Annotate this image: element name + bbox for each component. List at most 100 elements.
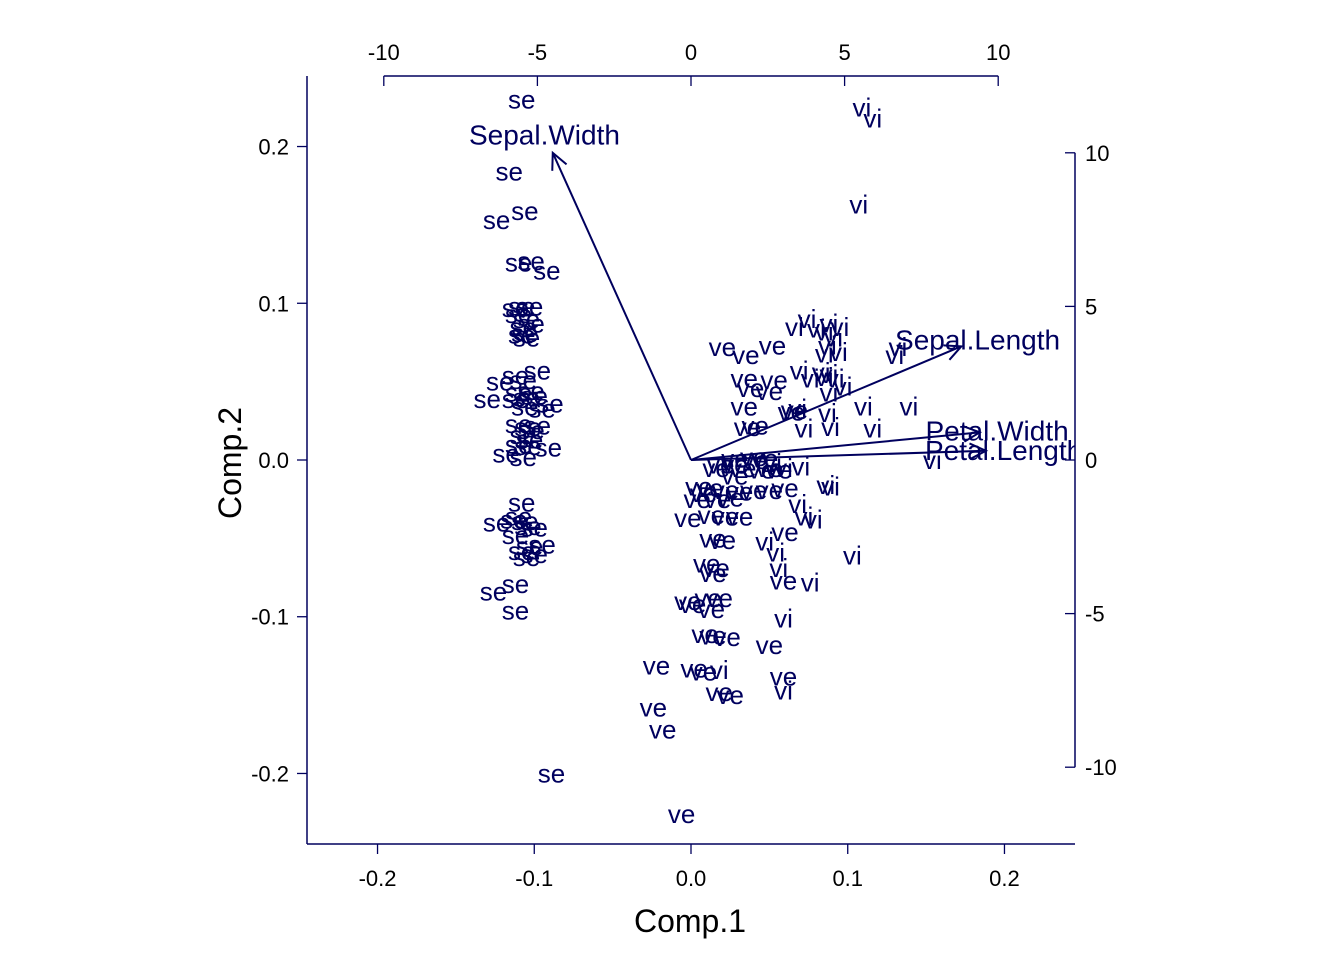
score-point-se: se bbox=[517, 309, 544, 339]
score-point-se: se bbox=[517, 246, 544, 276]
score-point-se: se bbox=[505, 409, 532, 439]
score-point-se: se bbox=[521, 539, 548, 569]
score-point-se: se bbox=[536, 389, 563, 419]
score-point-vi: vi bbox=[816, 470, 835, 500]
score-point-se: se bbox=[511, 392, 538, 422]
score-point-vi: vi bbox=[821, 412, 840, 442]
score-point-ve: ve bbox=[742, 411, 769, 441]
score-point-se: se bbox=[480, 577, 507, 607]
score-point-ve: ve bbox=[760, 365, 787, 395]
score-point-ve: ve bbox=[712, 475, 739, 505]
score-point-vi: vi bbox=[769, 553, 788, 583]
loading-label: Petal.Width bbox=[926, 416, 1069, 447]
score-point-se: se bbox=[508, 487, 535, 517]
x-tick-label: 0.1 bbox=[832, 866, 863, 891]
score-point-se: se bbox=[513, 542, 540, 572]
x-tick-label: 0.0 bbox=[676, 866, 707, 891]
score-point-vi: vi bbox=[774, 453, 793, 483]
score-point-se: se bbox=[492, 439, 519, 469]
score-point-ve: ve bbox=[668, 799, 695, 829]
right-tick-label: 0 bbox=[1085, 448, 1097, 473]
score-point-ve: ve bbox=[740, 475, 767, 505]
score-point-vi: vi bbox=[843, 541, 862, 571]
score-point-ve: ve bbox=[732, 340, 759, 370]
score-point-se: se bbox=[483, 205, 510, 235]
score-point-ve: ve bbox=[765, 454, 792, 484]
score-point-se: se bbox=[508, 85, 535, 115]
loading-arrowhead bbox=[969, 442, 989, 461]
score-point-ve: ve bbox=[770, 661, 797, 691]
score-point-vi: vi bbox=[820, 359, 839, 389]
top-tick-label: -10 bbox=[368, 40, 400, 65]
score-point-ve: ve bbox=[693, 548, 720, 578]
score-point-vi: vi bbox=[755, 527, 774, 557]
score-point-ve: ve bbox=[713, 622, 740, 652]
score-point-ve: ve bbox=[712, 501, 739, 531]
score-point-se: se bbox=[502, 520, 529, 550]
right-tick-label: 5 bbox=[1085, 294, 1097, 319]
score-point-se: se bbox=[516, 425, 543, 455]
loading-label: Sepal.Length bbox=[895, 325, 1060, 356]
loading-arrow-petal-width bbox=[690, 431, 980, 461]
score-point-se: se bbox=[516, 531, 543, 561]
score-point-ve: ve bbox=[709, 525, 736, 555]
score-point-ve: ve bbox=[731, 392, 758, 422]
loading-arrowhead bbox=[551, 150, 568, 171]
score-point-ve: ve bbox=[731, 363, 758, 393]
score-point-ve: ve bbox=[716, 483, 743, 513]
loading-arrowhead bbox=[943, 344, 964, 361]
score-point-vi: vi bbox=[815, 362, 834, 392]
score-point-ve: ve bbox=[685, 472, 712, 502]
right-tick-label: 10 bbox=[1085, 141, 1109, 166]
score-point-ve: ve bbox=[771, 517, 798, 547]
score-point-ve: ve bbox=[643, 650, 670, 680]
score-point-se: se bbox=[524, 356, 551, 386]
score-point-vi: vi bbox=[899, 392, 918, 422]
score-point-se: se bbox=[514, 412, 541, 442]
score-point-se: se bbox=[511, 506, 538, 536]
score-point-ve: ve bbox=[674, 586, 701, 616]
top-tick-label: 5 bbox=[838, 40, 850, 65]
score-point-ve: ve bbox=[691, 619, 718, 649]
score-point-se: se bbox=[508, 536, 535, 566]
score-point-se: se bbox=[510, 312, 537, 342]
y-tick-label: 0.2 bbox=[258, 135, 289, 160]
score-point-ve: ve bbox=[679, 589, 706, 619]
score-point-ve: ve bbox=[698, 594, 725, 624]
score-point-ve: ve bbox=[742, 445, 769, 475]
score-point-se: se bbox=[510, 365, 537, 395]
score-point-vi: vi bbox=[863, 414, 882, 444]
score-point-ve: ve bbox=[696, 473, 723, 503]
score-point-se: se bbox=[538, 758, 565, 788]
score-point-ve: ve bbox=[699, 558, 726, 588]
score-point-se: se bbox=[505, 501, 532, 531]
score-point-vi: vi bbox=[766, 537, 785, 567]
score-point-ve: ve bbox=[695, 583, 722, 613]
score-point-ve: ve bbox=[756, 376, 783, 406]
score-point-vi: vi bbox=[829, 337, 848, 367]
score-point-se: se bbox=[513, 382, 540, 412]
score-point-se: se bbox=[514, 511, 541, 541]
score-point-vi: vi bbox=[801, 363, 820, 393]
score-point-ve: ve bbox=[756, 475, 783, 505]
score-point-ve: ve bbox=[690, 478, 717, 508]
x-axis-title: Comp.1 bbox=[634, 903, 746, 939]
score-point-vi: vi bbox=[854, 392, 873, 422]
score-point-vi: vi bbox=[821, 472, 840, 502]
score-point-vi: vi bbox=[774, 675, 793, 705]
score-point-se: se bbox=[500, 505, 527, 535]
score-point-ve: ve bbox=[704, 484, 731, 514]
score-point-vi: vi bbox=[785, 312, 804, 342]
score-point-se: se bbox=[502, 360, 529, 390]
right-tick-label: -5 bbox=[1085, 602, 1105, 627]
score-point-ve: ve bbox=[734, 412, 761, 442]
loading-arrowhead bbox=[962, 425, 983, 443]
loading-arrow-sepal-width bbox=[551, 152, 692, 461]
score-point-se: se bbox=[502, 293, 529, 323]
score-point-vi: vi bbox=[791, 451, 810, 481]
score-point-vi: vi bbox=[794, 501, 813, 531]
score-point-vi: vi bbox=[798, 304, 817, 334]
score-point-se: se bbox=[505, 299, 532, 329]
